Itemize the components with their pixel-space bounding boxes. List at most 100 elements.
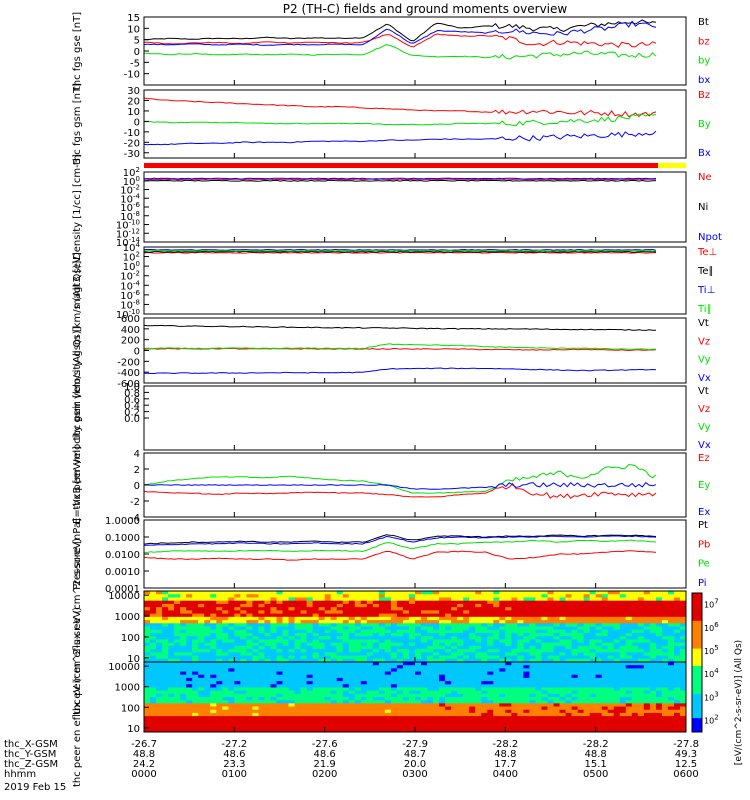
heatmap-cell xyxy=(264,603,271,608)
heatmap-cell xyxy=(348,620,356,624)
heatmap-cell xyxy=(445,652,452,657)
heatmap-cell xyxy=(679,610,687,615)
heatmap-cell xyxy=(210,674,217,679)
heatmap-cell xyxy=(174,725,181,730)
heatmap-cell xyxy=(589,591,597,595)
heatmap-cell xyxy=(487,616,494,621)
heatmap-cell xyxy=(499,636,506,640)
heatmap-cell xyxy=(264,610,271,615)
heatmap-cell xyxy=(324,636,332,640)
heatmap-cell xyxy=(499,649,506,653)
heatmap-cell xyxy=(318,610,326,615)
heatmap-cell xyxy=(336,629,344,634)
heatmap-cell xyxy=(595,725,603,730)
heatmap-cell xyxy=(228,703,235,708)
heatmap-cell xyxy=(294,610,302,615)
heatmap-cell xyxy=(571,662,579,666)
heatmap-cell xyxy=(156,607,163,611)
heatmap-cell xyxy=(619,658,627,663)
heatmap-cell xyxy=(583,697,591,701)
heatmap-cell xyxy=(330,591,338,595)
heatmap-cell xyxy=(246,684,253,688)
heatmap-cell xyxy=(240,665,247,669)
heatmap-cell xyxy=(336,697,344,701)
heatmap-cell xyxy=(186,636,193,640)
heatmap-cell xyxy=(481,706,488,711)
heatmap-cell xyxy=(643,603,651,608)
heatmap-cell xyxy=(601,671,609,676)
heatmap-cell xyxy=(577,700,585,704)
heatmap-cell xyxy=(174,665,181,669)
heatmap-cell xyxy=(529,677,536,682)
heatmap-cell xyxy=(535,616,542,621)
heatmap-cell xyxy=(366,722,374,727)
heatmap-cell xyxy=(625,652,633,657)
heatmap-cell xyxy=(246,703,253,708)
heatmap-cell xyxy=(451,706,458,711)
heatmap-cell xyxy=(625,697,633,701)
heatmap-cell xyxy=(372,716,380,720)
heatmap-cell xyxy=(168,645,175,650)
heatmap-cell xyxy=(667,665,675,669)
heatmap-cell xyxy=(415,626,422,631)
heatmap-cell xyxy=(348,697,356,701)
heatmap-cell xyxy=(192,623,199,627)
series-line-by xyxy=(144,43,657,60)
heatmap-cell xyxy=(342,642,350,647)
heatmap-cell xyxy=(228,639,235,644)
heatmap-cell xyxy=(402,681,410,685)
heatmap-cell xyxy=(306,700,314,704)
heatmap-cell xyxy=(427,623,434,627)
heatmap-cell xyxy=(306,706,314,711)
x-axis-value: 0000 xyxy=(131,769,156,780)
heatmap-cell xyxy=(366,629,374,634)
heatmap-cell xyxy=(469,626,476,631)
heatmap-cell xyxy=(577,600,585,605)
heatmap-cell xyxy=(336,636,344,640)
date-label: 2019 Feb 15 xyxy=(4,782,66,793)
heatmap-cell xyxy=(541,629,548,634)
heatmap-cell xyxy=(421,636,428,640)
heatmap-cell xyxy=(433,668,440,673)
heatmap-cell xyxy=(210,610,217,615)
heatmap-cell xyxy=(144,591,151,595)
heatmap-cell xyxy=(258,725,265,730)
heatmap-cell xyxy=(366,684,374,688)
heatmap-cell xyxy=(240,620,247,624)
heatmap-cell xyxy=(312,600,320,605)
heatmap-cell xyxy=(553,706,561,711)
heatmap-cell xyxy=(270,594,277,598)
heatmap-cell xyxy=(625,690,633,695)
heatmap-cell xyxy=(402,603,410,608)
heatmap-cell xyxy=(637,629,645,634)
heatmap-cell xyxy=(348,700,356,704)
heatmap-cell xyxy=(583,642,591,647)
heatmap-cell xyxy=(583,652,591,657)
y-tick-label: -20 xyxy=(124,138,140,149)
heatmap-cell xyxy=(499,671,506,676)
heatmap-cell xyxy=(451,677,458,682)
heatmap-cell xyxy=(174,671,181,676)
heatmap-cell xyxy=(366,636,374,640)
heatmap-cell xyxy=(511,725,518,730)
heatmap-cell xyxy=(288,642,296,647)
heatmap-cell xyxy=(396,719,404,723)
heatmap-cell xyxy=(342,674,350,679)
heatmap-cell xyxy=(517,728,524,733)
heatmap-cell xyxy=(354,658,362,663)
heatmap-cell xyxy=(673,594,681,598)
heatmap-cell xyxy=(613,693,621,698)
heatmap-cell xyxy=(553,725,561,730)
heatmap-cell xyxy=(493,636,500,640)
heatmap-cell xyxy=(306,642,314,647)
heatmap-cell xyxy=(402,719,410,723)
heatmap-cell xyxy=(643,652,651,657)
heatmap-cell xyxy=(619,665,627,669)
heatmap-cell xyxy=(246,642,253,647)
heatmap-cell xyxy=(595,703,603,708)
heatmap-cell xyxy=(336,620,344,624)
heatmap-cell xyxy=(174,649,181,653)
heatmap-cell xyxy=(481,681,488,685)
heatmap-cell xyxy=(330,700,338,704)
heatmap-cell xyxy=(565,649,573,653)
